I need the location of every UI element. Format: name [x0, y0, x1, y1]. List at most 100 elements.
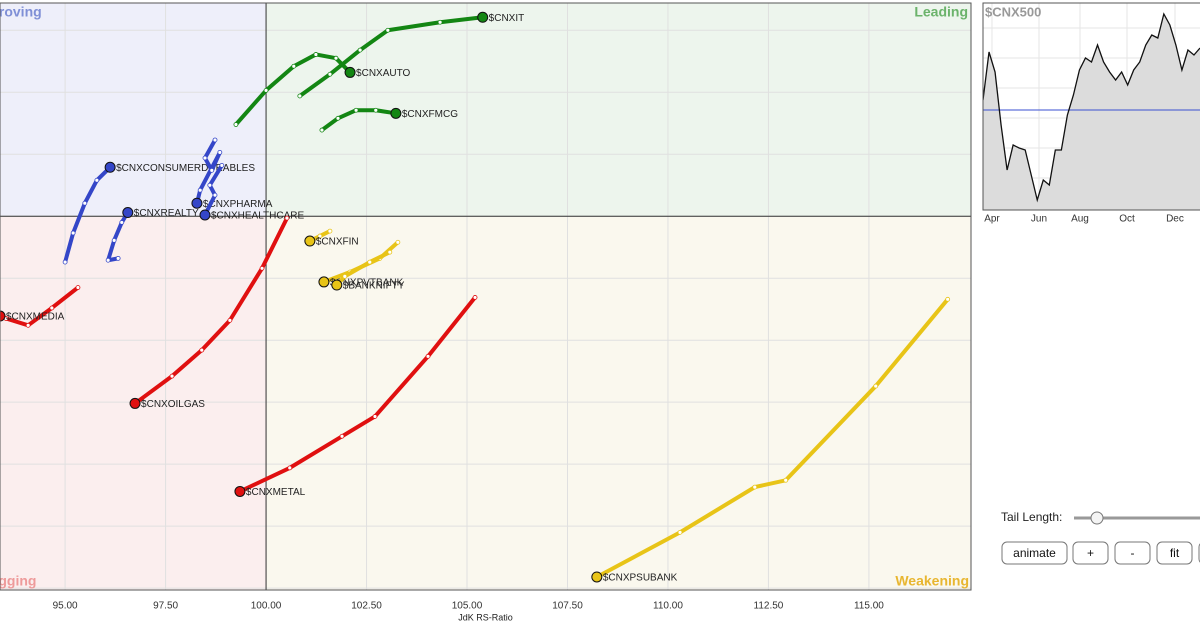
head-point [0, 310, 6, 322]
button[interactable]: fit [1156, 541, 1193, 565]
series-label: $CNXPHARMA [203, 199, 273, 210]
rrg-axis: 95.00 97.50 100.00 102.50 105.00 107.50 110.00… [53, 601, 885, 623]
head-point [390, 107, 402, 119]
series-label: $CNXAUTO [356, 68, 410, 79]
tail-line [297, 15, 485, 98]
tail-point [367, 259, 373, 265]
tail-line [202, 163, 224, 217]
tail-point [212, 192, 218, 198]
tail-point [169, 373, 175, 379]
tail-point [284, 215, 290, 221]
tail-point [119, 220, 125, 225]
x-tick-label: 102.50 [351, 601, 382, 612]
tail-line [233, 52, 353, 127]
slider-knob[interactable] [1090, 511, 1104, 525]
tail-point [202, 155, 208, 161]
head-point [331, 279, 343, 291]
tail-point [425, 353, 431, 359]
quadrant-improving [0, 3, 267, 217]
head-point [477, 11, 489, 23]
head-point [344, 66, 356, 78]
tail-point [327, 71, 333, 77]
tail-point [327, 228, 333, 234]
tail-line [237, 295, 478, 494]
button-frame[interactable] [1072, 541, 1109, 565]
x-tick-label: Aug [1071, 214, 1089, 225]
tail-point [115, 255, 121, 261]
tail-point [227, 317, 233, 323]
button[interactable]: - [1114, 541, 1151, 565]
series-label: $BANKNIFTY [343, 281, 405, 292]
button[interactable]: animate [1001, 541, 1068, 565]
x-tick-label: 100.00 [251, 601, 282, 612]
tail-point [233, 122, 239, 127]
tail-point [219, 163, 225, 168]
tail-point [207, 182, 213, 188]
x-tick-label: 105.00 [452, 601, 483, 612]
tail-point [62, 259, 68, 265]
tail-point [333, 55, 339, 61]
quadrant-label: Lagging [0, 573, 36, 589]
series-label: $CNXHEALTHCARE [211, 211, 304, 222]
tail-point [677, 529, 683, 535]
tail-point [353, 107, 359, 113]
tail-point [372, 414, 378, 419]
button-label[interactable]: animate [1013, 546, 1056, 560]
quadrant-label: Weakening [895, 573, 969, 589]
x-tick-label: 107.50 [552, 601, 583, 612]
quadrant-label: Improving [0, 4, 42, 20]
tail-point [291, 63, 297, 69]
head-point [591, 571, 603, 583]
button-frame[interactable] [1114, 541, 1151, 565]
price-line [983, 12, 1200, 203]
tail-point [395, 239, 401, 245]
x-tick-label: 95.00 [53, 601, 78, 612]
tail-point [70, 230, 76, 236]
head-point [304, 235, 316, 247]
series-label: $CNXMETAL [246, 487, 306, 498]
button-label[interactable]: - [1131, 546, 1135, 560]
button[interactable]: + [1072, 541, 1109, 565]
x-tick-label: Oct [1119, 214, 1135, 225]
tail-line [334, 250, 392, 288]
x-axis-label: JdK RS-Ratio [458, 612, 513, 622]
tail-point [339, 433, 345, 439]
series-label: $CNXPVTBANK [330, 278, 404, 289]
button-frame[interactable] [1156, 541, 1193, 565]
button-label[interactable]: + [1087, 546, 1094, 560]
tail-point [319, 127, 325, 133]
quadrant-weakening [266, 216, 971, 590]
tail-point [317, 233, 323, 239]
series-label: $CNXOILGAS [141, 399, 205, 410]
quadrant-label: Leading [914, 4, 968, 20]
tail-point [111, 238, 117, 243]
tail-point [357, 47, 363, 53]
tail-point [94, 177, 100, 183]
tail-point [873, 383, 879, 389]
head-point [191, 197, 203, 209]
tail-point [752, 484, 758, 490]
tail-point [212, 137, 218, 143]
button-frame[interactable] [1001, 541, 1068, 565]
mini-axis: Apr Jun Aug Oct Dec [982, 2, 1200, 225]
x-tick-label: 110.00 [653, 601, 683, 612]
x-tick-label: 115.00 [854, 601, 884, 612]
tail-point [197, 187, 203, 193]
area [983, 14, 1200, 210]
tail-point [945, 296, 951, 302]
tail-length-label: Tail Length: [1001, 510, 1062, 524]
tail-point [105, 257, 111, 263]
x-tick-label: Apr [984, 214, 1000, 225]
tail-point [199, 347, 205, 353]
button-label[interactable]: fit [1170, 546, 1180, 560]
x-tick-label: 112.50 [754, 601, 784, 612]
head-point [104, 161, 116, 173]
tail-point [297, 93, 303, 99]
tail-point [287, 465, 293, 471]
head-point [318, 276, 330, 288]
x-tick-label: Jun [1031, 214, 1047, 225]
rrg-plot: Improving Leading Lagging Weakening $CNXIT $C… [0, 3, 971, 590]
tail-point [783, 477, 789, 483]
tail-point [25, 322, 31, 328]
tail-point [387, 249, 393, 255]
